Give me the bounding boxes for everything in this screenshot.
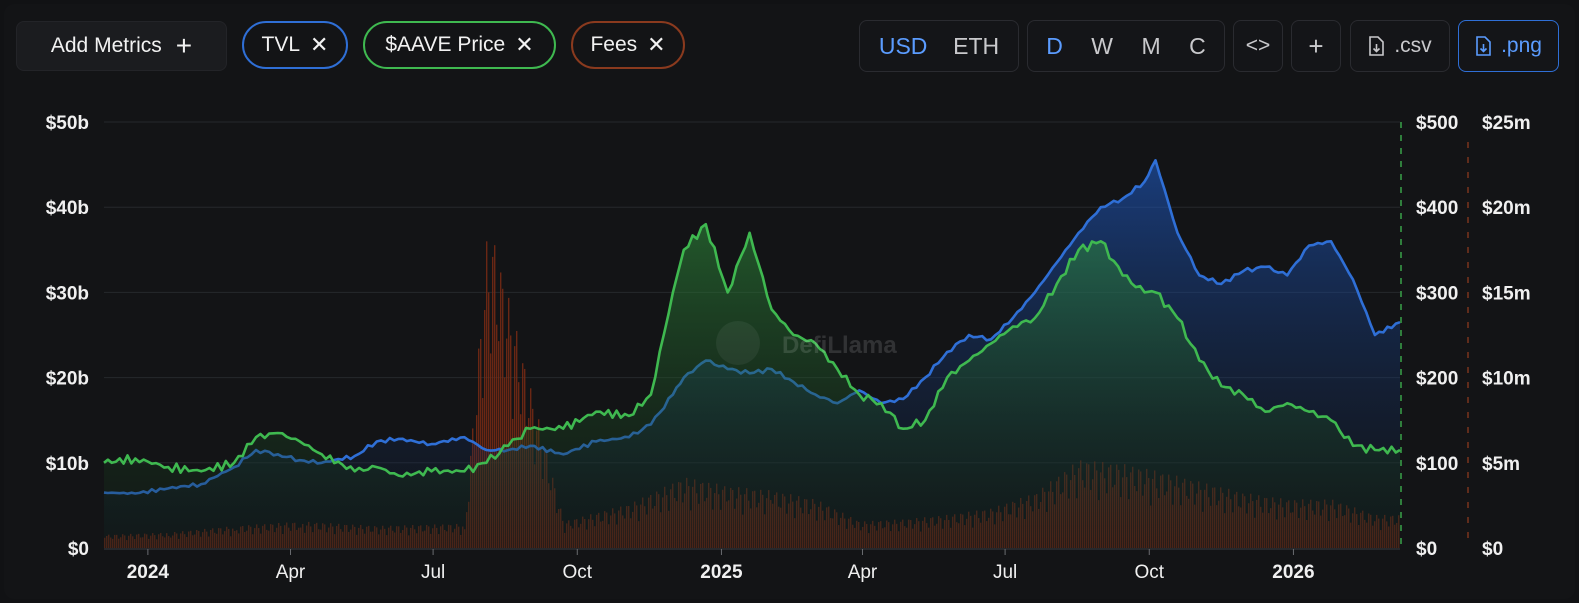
metric-pill-label: Fees bbox=[590, 33, 638, 56]
currency-toggle: USD ETH bbox=[859, 20, 1019, 72]
currency-option-usd[interactable]: USD bbox=[878, 32, 928, 59]
y-tick-label-fees: $15m bbox=[1482, 283, 1531, 304]
y-tick-label-fees: $0 bbox=[1482, 539, 1503, 560]
x-tick-label: 2024 bbox=[127, 562, 170, 583]
watermark: DefiLlama bbox=[716, 321, 897, 365]
llama-logo-icon bbox=[716, 321, 760, 365]
interval-option-d[interactable]: D bbox=[1046, 32, 1063, 59]
y-tick-label-price: $100 bbox=[1416, 454, 1458, 475]
fees-bar bbox=[496, 324, 498, 548]
png-label: .png bbox=[1501, 34, 1542, 57]
metric-pill-label: $AAVE Price bbox=[385, 33, 506, 56]
fees-bar bbox=[486, 241, 488, 548]
y-tick-label-price: $300 bbox=[1416, 283, 1458, 304]
download-png-button[interactable]: .png bbox=[1458, 20, 1559, 72]
add-metrics-button[interactable]: Add Metrics + bbox=[16, 21, 227, 71]
y-tick-label-tvl: $0 bbox=[68, 539, 89, 560]
fees-bar bbox=[484, 309, 486, 548]
download-csv-button[interactable]: .csv bbox=[1350, 20, 1450, 72]
csv-label: .csv bbox=[1394, 34, 1432, 57]
watermark-text: DefiLlama bbox=[782, 332, 897, 359]
fees-bar bbox=[502, 288, 504, 548]
y-tick-label-tvl: $50b bbox=[46, 113, 89, 134]
x-tick-label: Jul bbox=[993, 562, 1017, 583]
currency-option-eth[interactable]: ETH bbox=[953, 32, 1000, 59]
y-tick-label-fees: $5m bbox=[1482, 454, 1520, 475]
file-download-icon bbox=[1476, 36, 1491, 56]
fees-bar bbox=[492, 256, 494, 548]
y-tick-label-price: $400 bbox=[1416, 198, 1458, 219]
metric-pill-label: TVL bbox=[261, 33, 301, 56]
y-tick-label-tvl: $10b bbox=[46, 454, 89, 475]
fees-bar bbox=[498, 341, 500, 548]
fees-bar bbox=[506, 338, 508, 548]
x-tick-label: Jul bbox=[421, 562, 445, 583]
fees-bar bbox=[508, 297, 510, 548]
fees-bar bbox=[488, 292, 490, 548]
metric-pill-aave-price[interactable]: $AAVE Price ✕ bbox=[363, 21, 556, 69]
y-tick-label-tvl: $30b bbox=[46, 283, 89, 304]
y-tick-label-price: $500 bbox=[1416, 113, 1458, 134]
series-line-price bbox=[103, 222, 1401, 478]
y-tick-label-price: $200 bbox=[1416, 369, 1458, 390]
interval-option-w[interactable]: W bbox=[1091, 32, 1114, 59]
interval-option-m[interactable]: M bbox=[1141, 32, 1161, 59]
y-tick-label-fees: $20m bbox=[1482, 198, 1531, 219]
fees-bar bbox=[500, 272, 502, 548]
plus-icon: + bbox=[175, 30, 193, 61]
close-icon[interactable]: ✕ bbox=[310, 32, 329, 57]
x-tick-label: 2025 bbox=[700, 562, 743, 583]
x-tick-label: Apr bbox=[276, 562, 306, 583]
code-icon: <> bbox=[1245, 34, 1271, 57]
close-icon[interactable]: ✕ bbox=[515, 32, 534, 57]
y-tick-label-price: $0 bbox=[1416, 539, 1437, 560]
y-tick-label-fees: $25m bbox=[1482, 113, 1531, 134]
y-tick-label-tvl: $20b bbox=[46, 369, 89, 390]
series-areas bbox=[103, 159, 1401, 549]
metric-pill-tvl[interactable]: TVL ✕ bbox=[242, 21, 348, 69]
add-metrics-label: Add Metrics bbox=[50, 34, 162, 57]
fees-bar bbox=[480, 339, 482, 548]
metric-pill-fees[interactable]: Fees ✕ bbox=[571, 21, 685, 69]
y-tick-label-fees: $10m bbox=[1482, 369, 1531, 390]
plus-icon: + bbox=[1308, 30, 1324, 61]
x-tick-label: Apr bbox=[848, 562, 878, 583]
interval-option-c[interactable]: C bbox=[1189, 32, 1206, 59]
series-area-price bbox=[104, 224, 1400, 548]
x-tick-label: Oct bbox=[562, 562, 592, 583]
x-tick-label: 2026 bbox=[1272, 562, 1314, 583]
add-chart-button[interactable]: + bbox=[1291, 20, 1341, 72]
close-icon[interactable]: ✕ bbox=[647, 32, 666, 57]
interval-toggle: D W M C bbox=[1027, 20, 1225, 72]
file-download-icon bbox=[1369, 36, 1385, 56]
x-tick-label: Oct bbox=[1134, 562, 1164, 583]
toolbar: Add Metrics + TVL ✕ $AAVE Price ✕ Fees ✕… bbox=[0, 0, 1579, 80]
y-tick-label-tvl: $40b bbox=[46, 198, 89, 219]
axes: $0 $10b $20b $30b $40b $50b $0 $100 $200 $300 $400… bbox=[46, 113, 1531, 583]
fees-bar bbox=[494, 245, 496, 548]
embed-button[interactable]: <> bbox=[1233, 20, 1283, 72]
